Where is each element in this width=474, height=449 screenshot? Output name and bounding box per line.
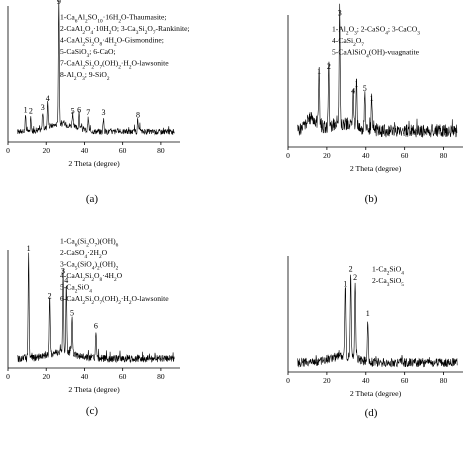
peak-label: 5 [70,309,74,318]
legend-entry: 1-Al2O3; 2-CaSO4; 3-CaCO3 [332,25,420,37]
x-tick-label: 60 [401,376,409,385]
peak-label: 1 [366,309,370,318]
panel-3: 0 20 40 60 80 2 Theta (degree) 1 2 34 5 6 1-Ca6(Si2… [6,237,180,417]
x-axis-label: 2 Theta (degree) [68,159,120,168]
peak-label: 1 [343,280,347,289]
x-tick-label: 20 [42,146,50,155]
x-tick-label: 40 [362,376,370,385]
peak-label: 1 [354,79,358,88]
peak-label: 5 [71,107,75,116]
legend-entry: 1-Ca2SiO4 [372,265,404,277]
peak-label: 1 [24,105,28,114]
legend-entry: 5-CaAlSiO4(OH)-vuagnatite [332,48,420,60]
peak-label: 2 [353,273,357,282]
panel-label: (d) [365,407,378,419]
x-tick-label: 80 [157,372,165,381]
panel-label: (c) [86,405,99,417]
peak-label: 2 [29,107,33,116]
legend-entry: 4-CaAl2Si2O8·4H2O [60,271,123,283]
peak-label: 6 [94,322,98,331]
x-axis-label: 2 Theta (degree) [350,164,402,173]
legend-entry: 6-CaAl2Si2O7(OH)2·H2O-lawsonite [60,294,169,306]
x-tick-label: 20 [323,151,331,160]
legend-entry: 5-CaSiO3; 6-CaO; [60,47,116,59]
peak-label: 3 [102,108,106,117]
x-tick-label: 60 [401,151,409,160]
panel-label: (a) [86,193,99,205]
peak-label: 1 [370,94,374,103]
x-tick-label: 60 [119,146,127,155]
peak-label: 2 [48,291,52,300]
peak-label: 4 [351,87,355,96]
peak-label: 1 [317,67,321,76]
x-tick-label: 40 [81,146,89,155]
peak-label: 3 [61,267,65,276]
xrd-trace [17,252,175,364]
x-tick-label: 80 [440,151,448,160]
legend-entry: 2-Ca3SiO5 [372,276,404,288]
x-axis-label: 2 Theta (degree) [350,389,402,398]
legend-entry: 5-Ca2SiO4 [60,283,92,295]
peak-label: 3 [41,103,45,112]
legend-entry: 1-Ca6(Si2O7)(OH)6 [60,237,119,249]
panel-2: 0 20 40 60 802 Theta (degree)12341511-Al2O3;… [286,3,463,205]
x-tick-label: 0 [6,146,10,155]
peak-label: 2 [327,62,331,71]
legend-entry: 2-CaAl2O4·10H2O; 3-Ca3Si2O7-Rankinite; [60,24,190,36]
x-tick-label: 20 [42,372,50,381]
peak-label: 5 [363,84,367,93]
legend-entry: 3-Ca5(SiO4)2(OH)2 [60,260,119,272]
xrd-trace [17,0,175,136]
peak-label: 4 [64,276,68,285]
peak-label: 7 [86,108,90,117]
legend-entry: 2-CaSO4·2H2O [60,248,108,260]
x-tick-label: 40 [81,372,89,381]
peak-label: 9 [57,0,61,6]
peak-label: 4 [46,94,50,103]
legend-entry: 7-CaAl2Si2O7(OH)2·H2O-lawsonite [60,59,169,71]
x-tick-label: 60 [119,372,127,381]
legend-entry: 8-Al2O3; 9-SiO2 [60,70,110,82]
x-tick-label: 20 [323,376,331,385]
legend-entry: 4-CaAl2Si2O8·4H2O-Gismondine; [60,36,164,48]
xrd-trace [297,274,458,368]
x-tick-label: 0 [286,376,290,385]
peak-label: 3 [338,9,342,18]
x-tick-label: 0 [286,151,290,160]
peak-label: 2 [349,265,353,274]
x-tick-label: 80 [157,146,165,155]
x-tick-label: 80 [440,376,448,385]
peak-label: 1 [27,244,31,253]
x-tick-label: 0 [6,372,10,381]
x-tick-label: 40 [362,151,370,160]
xrd-trace [297,3,458,138]
peak-label: 8 [136,110,140,119]
legend-entry: 4-CaSi2O7 [332,36,364,48]
panel-label: (b) [365,193,378,205]
x-axis-label: 2 Theta (degree) [68,385,120,394]
legend-entry: 1-Ca6Al2SO10·16H2O-Thaumasite; [60,13,167,25]
peak-label: 6 [77,105,81,114]
panel-4: 0 20 40 60 802 Theta (degree)12211-Ca2SiO42-… [286,256,463,419]
